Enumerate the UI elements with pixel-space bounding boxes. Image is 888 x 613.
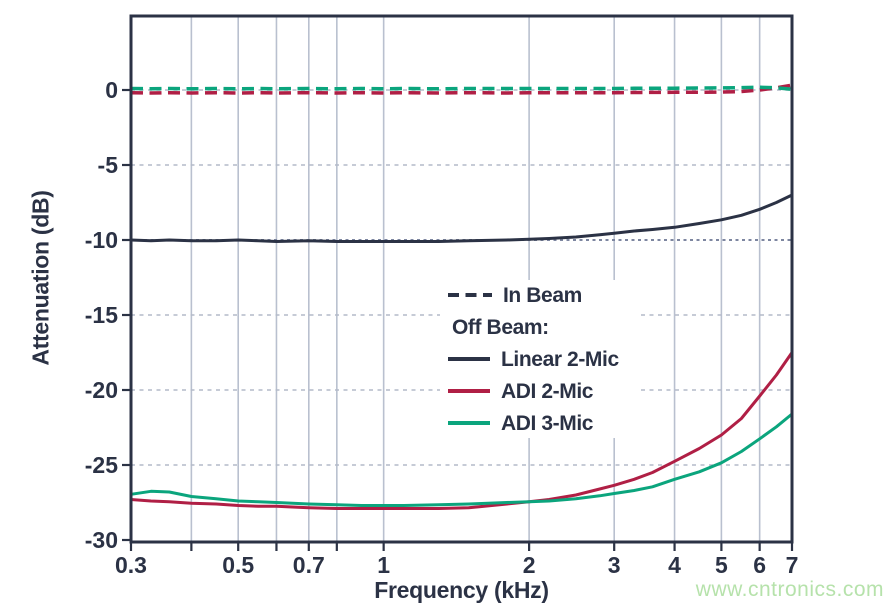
legend-row-in-beam: In Beam bbox=[440, 280, 640, 310]
x-tick-label: 6 bbox=[753, 552, 766, 578]
legend: In Beam Off Beam: Linear 2-Mic ADI 2-Mic… bbox=[440, 280, 640, 438]
x-axis-title: Frequency (kHz) bbox=[374, 577, 549, 603]
series-line-in-beam-adi-3-mic- bbox=[130, 85, 793, 92]
x-tick-label: 1 bbox=[377, 552, 390, 578]
legend-label-adi-3-mic: ADI 3-Mic bbox=[501, 411, 594, 435]
legend-row-adi-3-mic: ADI 3-Mic bbox=[440, 408, 640, 438]
linear-2-mic-line-swatch bbox=[448, 357, 490, 361]
series-line-in-beam-adi-2-mic- bbox=[130, 83, 793, 95]
plot-frame bbox=[129, 14, 794, 544]
x-tick-label: 3 bbox=[608, 552, 621, 578]
legend-row-linear-2-mic: Linear 2-Mic bbox=[440, 344, 640, 374]
legend-row-adi-2-mic: ADI 2-Mic bbox=[440, 376, 640, 406]
legend-label-in-beam: In Beam bbox=[503, 283, 582, 307]
watermark: www.cntronics.com bbox=[695, 578, 884, 601]
in-beam-dashed-line-swatch bbox=[448, 293, 492, 297]
adi-3-mic-line-swatch bbox=[448, 421, 490, 425]
x-tick-label: 0.7 bbox=[293, 552, 325, 578]
adi-2-mic-line-swatch bbox=[448, 389, 490, 393]
series-line-adi-2-mic bbox=[130, 351, 794, 510]
y-tick-label: -15 bbox=[85, 302, 118, 328]
x-tick-label: 4 bbox=[668, 552, 681, 578]
x-tick-label: 7 bbox=[786, 552, 799, 578]
legend-label-linear-2-mic: Linear 2-Mic bbox=[501, 347, 619, 371]
y-tick-label: -25 bbox=[85, 452, 118, 478]
series-line-adi-3-mic bbox=[130, 412, 793, 507]
y-tick-label: -20 bbox=[85, 377, 118, 403]
series-line-linear-2-mic bbox=[130, 193, 793, 243]
y-tick-label: -10 bbox=[85, 227, 118, 253]
y-tick-label: 0 bbox=[105, 77, 118, 103]
x-tick-label: 2 bbox=[523, 552, 536, 578]
legend-label-adi-2-mic: ADI 2-Mic bbox=[501, 379, 594, 403]
x-tick-label: 5 bbox=[715, 552, 728, 578]
legend-label-off-beam: Off Beam: bbox=[452, 315, 549, 339]
x-tick-label: 0.5 bbox=[222, 552, 254, 578]
y-tick-label: -30 bbox=[85, 527, 118, 553]
legend-row-off-beam-header: Off Beam: bbox=[440, 312, 640, 342]
y-axis-title: Attenuation (dB) bbox=[27, 190, 54, 366]
x-tick-label: 0.3 bbox=[115, 552, 147, 578]
y-tick-label: -5 bbox=[98, 152, 119, 178]
